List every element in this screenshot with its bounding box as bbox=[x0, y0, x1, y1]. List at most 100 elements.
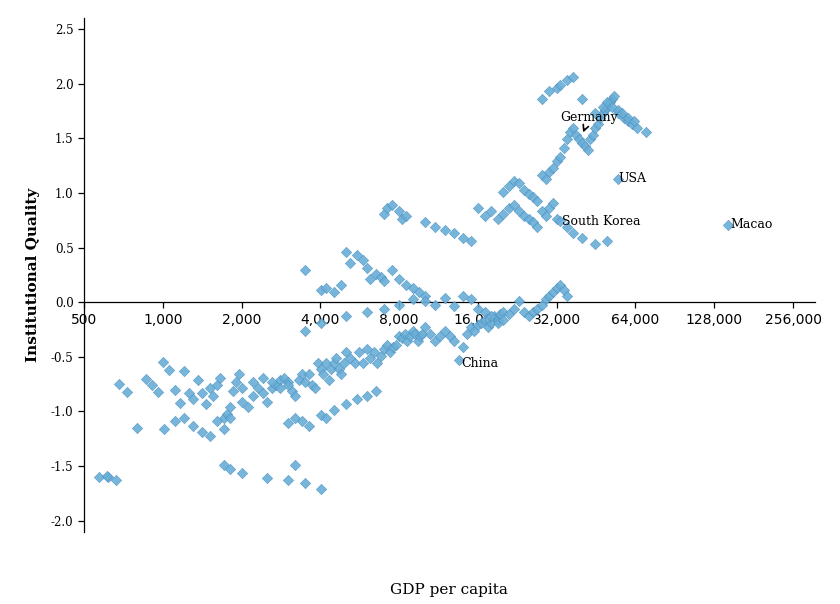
Point bbox=[109, 475, 123, 485]
Point bbox=[400, 280, 413, 289]
Point bbox=[550, 156, 564, 166]
Point bbox=[570, 130, 583, 140]
Point bbox=[433, 331, 447, 341]
Point bbox=[319, 358, 333, 368]
Point bbox=[546, 163, 559, 173]
Point bbox=[560, 291, 574, 300]
Point bbox=[456, 233, 470, 243]
Point bbox=[423, 329, 437, 339]
Point bbox=[417, 291, 431, 300]
Point bbox=[546, 288, 559, 297]
Point bbox=[218, 413, 231, 423]
Point bbox=[330, 353, 344, 362]
Point bbox=[417, 217, 431, 227]
Point bbox=[622, 116, 635, 126]
Point bbox=[460, 329, 474, 339]
Point bbox=[386, 266, 399, 275]
Point bbox=[392, 331, 406, 341]
Point bbox=[377, 209, 391, 219]
Point bbox=[517, 307, 531, 316]
Point bbox=[627, 116, 640, 126]
Point bbox=[374, 351, 387, 361]
Point bbox=[598, 105, 612, 115]
Point bbox=[543, 204, 556, 213]
Point bbox=[557, 285, 570, 295]
Point bbox=[377, 304, 391, 313]
Point bbox=[337, 358, 350, 368]
Point bbox=[616, 108, 629, 118]
Point bbox=[299, 266, 312, 275]
Point bbox=[550, 214, 564, 224]
Point bbox=[145, 381, 159, 390]
Point bbox=[478, 307, 491, 316]
Point bbox=[401, 336, 414, 346]
Point bbox=[478, 211, 491, 220]
Point bbox=[102, 472, 115, 482]
Point bbox=[428, 301, 442, 310]
Point bbox=[392, 274, 406, 284]
Point bbox=[348, 358, 361, 368]
Point bbox=[603, 97, 617, 107]
Point bbox=[344, 258, 357, 268]
Point bbox=[411, 336, 424, 346]
Point bbox=[384, 347, 397, 357]
Point bbox=[522, 214, 535, 224]
Point bbox=[277, 373, 291, 382]
Point bbox=[274, 375, 287, 385]
Point bbox=[639, 127, 653, 137]
Point bbox=[350, 394, 364, 404]
Point bbox=[622, 113, 635, 123]
Point bbox=[186, 394, 200, 404]
Point bbox=[400, 211, 413, 220]
Point bbox=[408, 329, 422, 339]
Point bbox=[605, 94, 618, 104]
Point bbox=[403, 331, 417, 341]
Point bbox=[578, 141, 591, 151]
Point bbox=[396, 333, 409, 343]
Point bbox=[406, 294, 419, 304]
Point bbox=[223, 402, 237, 412]
Point bbox=[527, 217, 540, 227]
Point bbox=[546, 198, 559, 208]
Point bbox=[289, 460, 302, 470]
Y-axis label: Institutional Quality: Institutional Quality bbox=[26, 188, 39, 362]
Point bbox=[210, 416, 223, 426]
Point bbox=[256, 388, 270, 397]
Point bbox=[182, 388, 196, 397]
Point bbox=[535, 94, 549, 104]
Point bbox=[584, 135, 597, 144]
Point bbox=[471, 304, 485, 313]
Point bbox=[448, 301, 461, 311]
Point bbox=[270, 381, 283, 390]
Point bbox=[512, 178, 526, 188]
Point bbox=[223, 413, 237, 423]
Point bbox=[612, 174, 625, 184]
Point bbox=[322, 375, 335, 385]
Point bbox=[494, 309, 507, 319]
Text: USA: USA bbox=[618, 172, 646, 185]
Point bbox=[260, 397, 274, 406]
Text: Germany: Germany bbox=[560, 111, 618, 130]
Point bbox=[334, 370, 348, 379]
Point bbox=[564, 127, 577, 137]
Point bbox=[360, 307, 373, 316]
Point bbox=[535, 170, 549, 180]
Point bbox=[314, 318, 328, 328]
Point bbox=[139, 374, 152, 384]
Point bbox=[296, 370, 309, 379]
Point bbox=[314, 364, 328, 374]
Point bbox=[522, 312, 535, 321]
Point bbox=[566, 72, 580, 82]
Point bbox=[543, 86, 556, 96]
Point bbox=[274, 384, 287, 393]
Point bbox=[560, 222, 574, 231]
Point bbox=[302, 370, 315, 379]
Point bbox=[471, 204, 485, 213]
Point bbox=[217, 460, 230, 470]
Point bbox=[531, 222, 544, 231]
Point bbox=[543, 167, 556, 177]
Point bbox=[168, 416, 181, 426]
Point bbox=[360, 391, 373, 401]
Point bbox=[550, 283, 564, 293]
Point bbox=[281, 377, 295, 387]
